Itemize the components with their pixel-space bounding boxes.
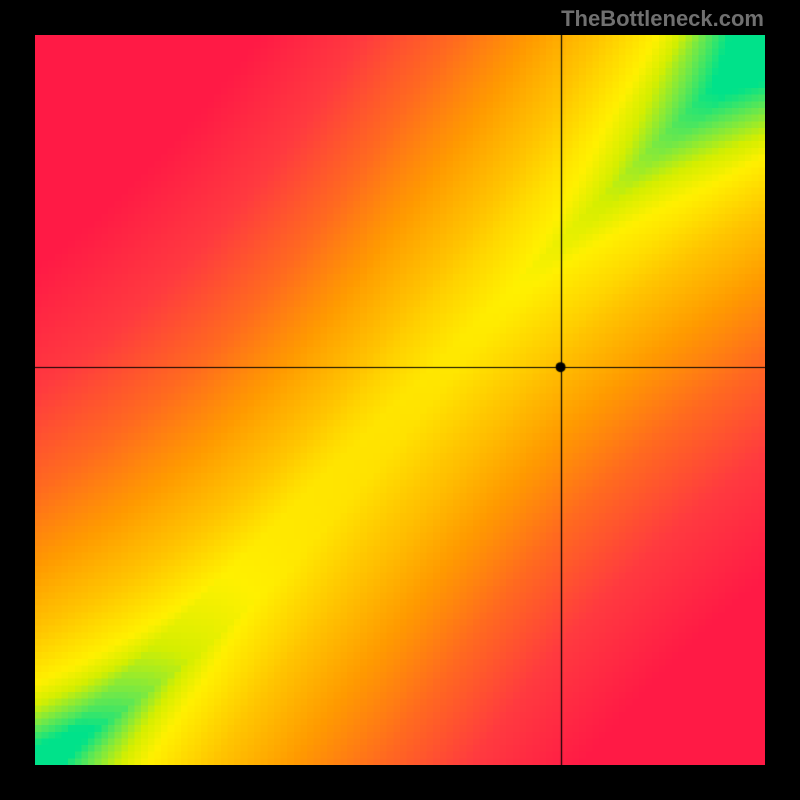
watermark-label: TheBottleneck.com (561, 6, 764, 32)
overlay-canvas (35, 35, 765, 765)
chart-frame: TheBottleneck.com (0, 0, 800, 800)
